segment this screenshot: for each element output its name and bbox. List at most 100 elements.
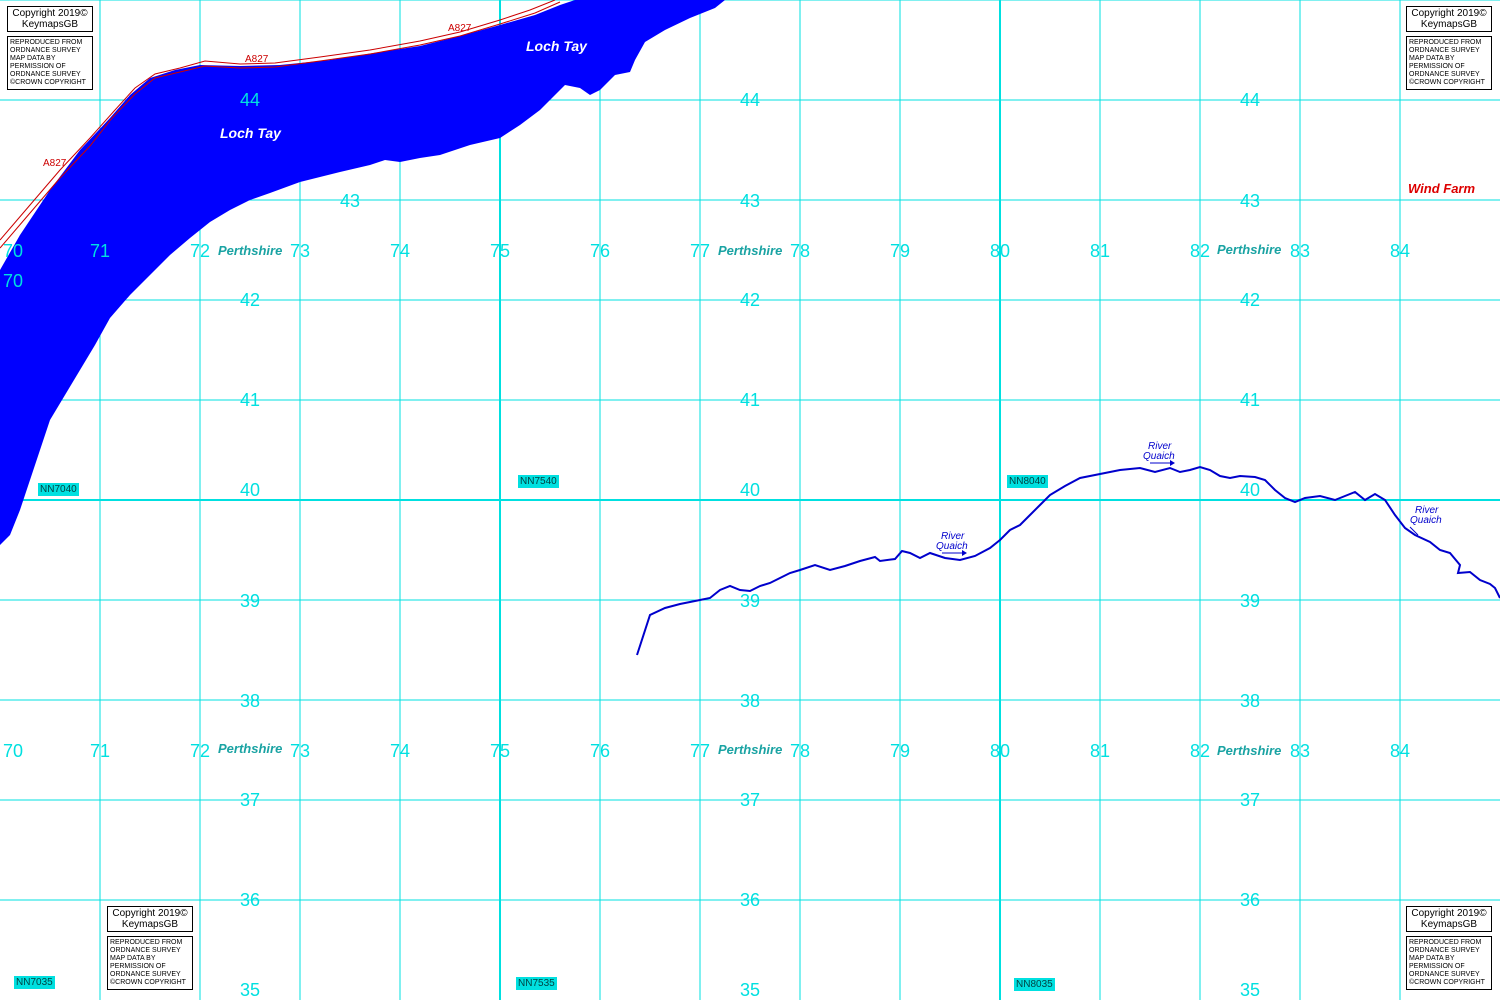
river-label: River bbox=[1148, 441, 1172, 452]
grid-ref-tag: NN7540 bbox=[518, 475, 559, 488]
grid-number: 77 bbox=[690, 741, 710, 761]
grid-number: 75 bbox=[490, 241, 510, 261]
grid-number: 73 bbox=[290, 241, 310, 261]
copyright-notice: REPRODUCED FROM ORDNANCE SURVEY MAP DATA… bbox=[1406, 36, 1492, 90]
road-label: A827 bbox=[448, 23, 472, 34]
grid-ref-tag: NN7535 bbox=[516, 977, 557, 990]
copyright-title: Copyright 2019© KeymapsGB bbox=[107, 906, 193, 932]
grid-number: 36 bbox=[240, 890, 260, 910]
grid-ref-tag: NN8035 bbox=[1014, 978, 1055, 991]
grid-number: 36 bbox=[1240, 890, 1260, 910]
grid-number: 44 bbox=[1240, 90, 1260, 110]
grid-number: 78 bbox=[790, 741, 810, 761]
grid-number: 81 bbox=[1090, 741, 1110, 761]
grid-number: 70 bbox=[3, 271, 23, 291]
river-flow-arrowhead bbox=[962, 550, 967, 556]
grid-number: 39 bbox=[740, 591, 760, 611]
grid-number: 77 bbox=[690, 241, 710, 261]
grid-number: 80 bbox=[990, 741, 1010, 761]
grid-number: 71 bbox=[90, 741, 110, 761]
river-quaich bbox=[636, 465, 1500, 656]
grid-number: 40 bbox=[740, 480, 760, 500]
grid-number: 38 bbox=[240, 691, 260, 711]
grid-number: 41 bbox=[240, 390, 260, 410]
grid-number: 83 bbox=[1290, 241, 1310, 261]
grid-number: 35 bbox=[740, 980, 760, 1000]
a827-road-edge bbox=[0, 1, 561, 249]
river-label: River bbox=[1415, 505, 1439, 516]
grid-number: 39 bbox=[240, 591, 260, 611]
copyright-box: Copyright 2019© KeymapsGB REPRODUCED FROM… bbox=[1406, 6, 1492, 90]
grid-number: 71 bbox=[90, 241, 110, 261]
road-label: A827 bbox=[245, 54, 269, 65]
grid-number: 36 bbox=[740, 890, 760, 910]
river-flow-arrow bbox=[1409, 526, 1419, 536]
river-flow-arrowhead bbox=[1170, 460, 1175, 466]
grid-number: 82 bbox=[1190, 741, 1210, 761]
copyright-box: Copyright 2019© KeymapsGB REPRODUCED FROM… bbox=[107, 906, 193, 990]
grid-number: 82 bbox=[1190, 241, 1210, 261]
grid-ref-tag: NN7040 bbox=[38, 483, 79, 496]
grid-number: 74 bbox=[390, 241, 410, 261]
copyright-notice: REPRODUCED FROM ORDNANCE SURVEY MAP DATA… bbox=[107, 936, 193, 990]
copyright-title: Copyright 2019© KeymapsGB bbox=[7, 6, 93, 32]
grid-number: 37 bbox=[740, 790, 760, 810]
grid-number: 78 bbox=[790, 241, 810, 261]
grid-number: 39 bbox=[1240, 591, 1260, 611]
county-label: Perthshire bbox=[718, 742, 782, 757]
grid-number: 37 bbox=[1240, 790, 1260, 810]
grid-number: 81 bbox=[1090, 241, 1110, 261]
county-label: Perthshire bbox=[1217, 242, 1281, 257]
county-label: Perthshire bbox=[1217, 743, 1281, 758]
wind-farm-label: Wind Farm bbox=[1408, 181, 1475, 196]
copyright-title: Copyright 2019© KeymapsGB bbox=[1406, 6, 1492, 32]
grid-number: 41 bbox=[1240, 390, 1260, 410]
grid-number: 75 bbox=[490, 741, 510, 761]
county-label: Perthshire bbox=[218, 243, 282, 258]
grid-number: 40 bbox=[240, 480, 260, 500]
grid-number: 43 bbox=[340, 191, 360, 211]
grid-number: 72 bbox=[190, 741, 210, 761]
grid-number: 43 bbox=[740, 191, 760, 211]
county-label: Perthshire bbox=[718, 243, 782, 258]
river-label: Quaich bbox=[1410, 515, 1442, 526]
loch-tay-water bbox=[0, 0, 725, 545]
grid-number: 74 bbox=[390, 741, 410, 761]
grid-number: 79 bbox=[890, 241, 910, 261]
copyright-box: Copyright 2019© KeymapsGB REPRODUCED FROM… bbox=[7, 6, 93, 90]
copyright-title: Copyright 2019© KeymapsGB bbox=[1406, 906, 1492, 932]
grid-number: 41 bbox=[740, 390, 760, 410]
county-label: Perthshire bbox=[218, 741, 282, 756]
grid-number: 42 bbox=[740, 290, 760, 310]
copyright-box: Copyright 2019© KeymapsGB REPRODUCED FROM… bbox=[1406, 906, 1492, 990]
copyright-notice: REPRODUCED FROM ORDNANCE SURVEY MAP DATA… bbox=[1406, 936, 1492, 990]
grid-number: 83 bbox=[1290, 741, 1310, 761]
grid-number: 79 bbox=[890, 741, 910, 761]
grid-number: 84 bbox=[1390, 241, 1410, 261]
grid-numbers: 70 71 72 73 74 75 76 77 78 79 80 81 82 83 84 70 71 72 73 74… bbox=[3, 90, 1410, 1000]
a827-road bbox=[0, 0, 556, 241]
grid-number: 76 bbox=[590, 741, 610, 761]
grid-number: 40 bbox=[1240, 480, 1260, 500]
grid-number: 70 bbox=[3, 741, 23, 761]
grid-number: 42 bbox=[1240, 290, 1260, 310]
grid-ref-tag: NN7035 bbox=[14, 976, 55, 989]
grid-number: 44 bbox=[240, 90, 260, 110]
grid-number: 84 bbox=[1390, 741, 1410, 761]
road-label: A827 bbox=[43, 158, 67, 169]
grid-ref-tag: NN8040 bbox=[1007, 475, 1048, 488]
grid-number: 80 bbox=[990, 241, 1010, 261]
grid-number: 76 bbox=[590, 241, 610, 261]
grid-number: 70 bbox=[3, 241, 23, 261]
grid-number: 42 bbox=[240, 290, 260, 310]
river-label: Quaich bbox=[936, 541, 968, 552]
loch-tay-label: Loch Tay bbox=[526, 38, 588, 54]
river-label: Quaich bbox=[1143, 451, 1175, 462]
grid-number: 35 bbox=[240, 980, 260, 1000]
grid-number: 73 bbox=[290, 741, 310, 761]
grid-number: 38 bbox=[740, 691, 760, 711]
grid-number: 43 bbox=[1240, 191, 1260, 211]
river-label: River bbox=[941, 531, 965, 542]
grid-number: 35 bbox=[1240, 980, 1260, 1000]
